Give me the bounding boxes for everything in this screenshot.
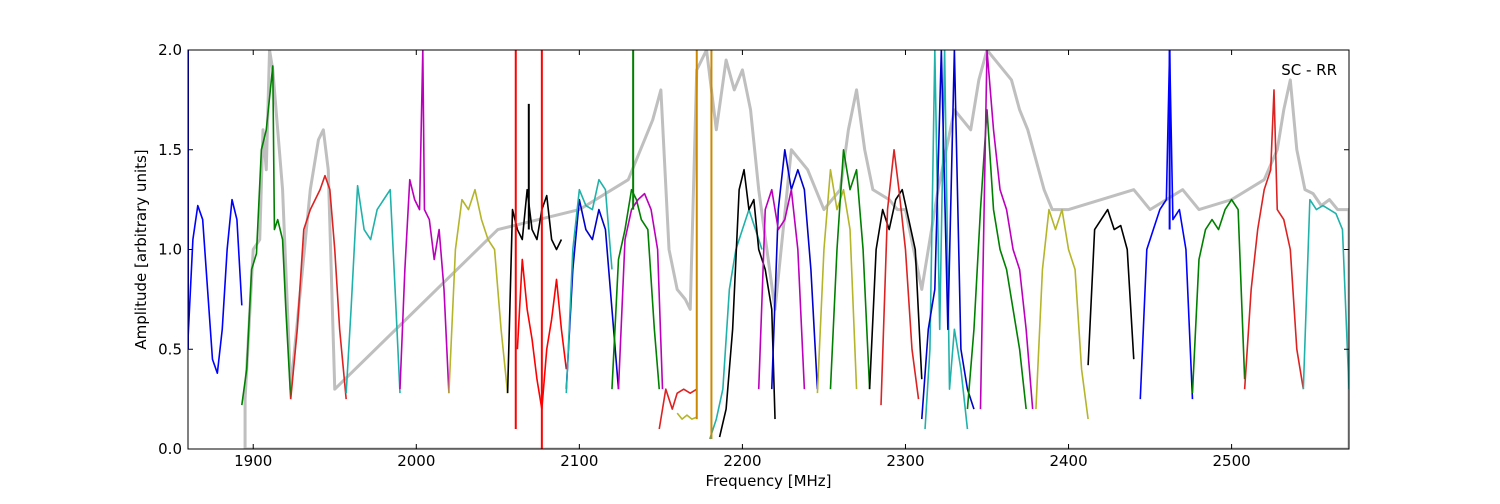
series-line-32 — [1302, 198, 1349, 390]
series-line-14 — [676, 412, 698, 420]
y-tick-label: 1.5 — [158, 141, 182, 159]
y-axis-label: Amplitude [arbitrary units] — [132, 149, 150, 349]
chart-annotation: SC - RR — [1281, 61, 1337, 79]
series-line-24 — [920, 50, 975, 420]
background-trace — [243, 50, 1349, 449]
series-line-26 — [979, 50, 1034, 410]
x-tick-label: 2200 — [723, 452, 761, 470]
series-line-27 — [1035, 208, 1089, 420]
series-line-2 — [241, 65, 292, 406]
x-tick-label: 2100 — [560, 452, 598, 470]
y-tick-label: 1.0 — [158, 241, 182, 259]
series-line-19 — [816, 168, 858, 394]
series-line-4 — [345, 184, 401, 394]
series-line-23 — [924, 50, 969, 430]
x-tick-label: 1900 — [234, 452, 272, 470]
series-line-18 — [757, 188, 806, 390]
series-line-29 — [1139, 50, 1194, 400]
series-line-10 — [565, 178, 613, 394]
x-tick-label: 2300 — [886, 452, 924, 470]
series-line-6 — [448, 188, 509, 394]
series-line-21 — [868, 188, 923, 390]
series-line-16 — [718, 168, 776, 438]
series-line-13 — [658, 388, 698, 430]
series-line-28 — [1087, 208, 1135, 366]
series-line-25 — [966, 109, 1027, 410]
x-tick-label: 2400 — [1049, 452, 1087, 470]
y-tick-label: 0.0 — [158, 440, 182, 458]
series-line-22 — [880, 148, 920, 406]
series-line-17 — [770, 148, 819, 390]
series-line-9 — [565, 198, 620, 390]
series-line-11 — [611, 188, 661, 390]
series-line-12 — [617, 192, 664, 390]
x-tick-label: 2500 — [1213, 452, 1251, 470]
y-tick-label: 0.5 — [158, 340, 182, 358]
series-line-1 — [188, 198, 243, 374]
x-tick-label: 2000 — [397, 452, 435, 470]
series-line-30 — [1191, 198, 1246, 394]
x-axis-label: Frequency [MHz] — [705, 472, 831, 490]
plot-area — [188, 50, 1349, 449]
series-line-5 — [399, 50, 450, 394]
series-line-31 — [1243, 89, 1305, 390]
axis-ticks: 1900 2000 2100 2200 2300 2400 2500 0.0 0.5 1.0 1.5… — [158, 41, 1349, 470]
series-line-3 — [289, 174, 347, 400]
series-line-20 — [829, 148, 871, 390]
y-tick-label: 2.0 — [158, 41, 182, 59]
